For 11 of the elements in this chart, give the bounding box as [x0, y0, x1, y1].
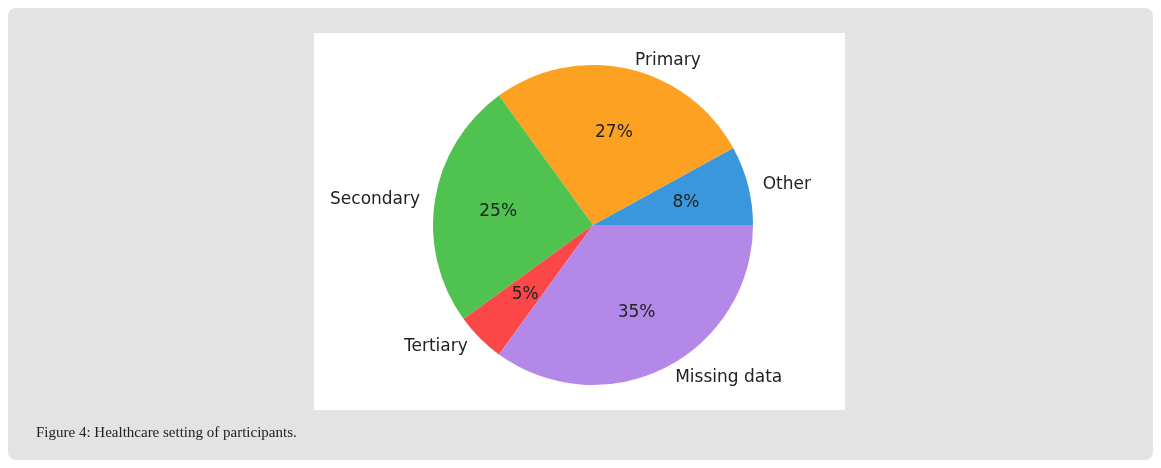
- slice-label: Tertiary: [402, 335, 468, 356]
- data-label: 25%: [479, 199, 518, 220]
- slice-label: Primary: [635, 49, 701, 70]
- slice-label: Other: [762, 172, 811, 193]
- caption: Figure 4: Healthcare setting of participants.: [36, 424, 297, 441]
- data-label: 35%: [617, 300, 656, 321]
- data-label: 27%: [595, 121, 633, 142]
- data-label: 5%: [511, 282, 539, 303]
- slice-label: Secondary: [330, 188, 421, 209]
- data-label: 8%: [672, 191, 700, 212]
- slice-label: Missing data: [675, 366, 783, 387]
